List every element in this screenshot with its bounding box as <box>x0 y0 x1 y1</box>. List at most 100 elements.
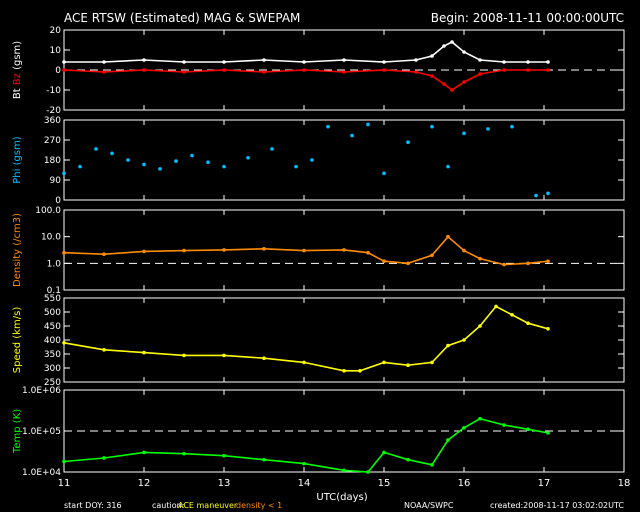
data-point-bz <box>462 80 466 84</box>
data-point-phi <box>62 171 66 176</box>
data-point-phi <box>366 122 370 127</box>
data-point-bt <box>222 60 226 64</box>
data-point-bz <box>478 72 482 76</box>
data-point-temp <box>502 423 506 427</box>
data-point-bt <box>430 54 434 58</box>
y-axis-label: Phi (gsm) <box>12 136 23 184</box>
data-point-speed <box>142 350 146 355</box>
y-tick-label: 0 <box>55 66 61 76</box>
y-tick-label: 400 <box>44 336 61 346</box>
series-line-speed <box>63 305 549 372</box>
y-tick-label: 10 <box>50 46 62 56</box>
y-tick-label: 20 <box>50 26 62 36</box>
series-line-temp <box>63 417 549 473</box>
data-point-bt <box>102 60 106 64</box>
x-tick-label: 13 <box>218 478 231 489</box>
data-point-density <box>102 252 106 257</box>
data-point-phi <box>462 131 466 136</box>
start-doy: start DOY: 316 <box>64 501 122 510</box>
data-point-bt <box>62 60 66 64</box>
data-point-speed <box>546 327 550 331</box>
data-point-temp <box>366 470 370 474</box>
y-axis-label: Density (/cm3) <box>12 213 23 287</box>
data-point-speed <box>302 360 306 365</box>
data-point-phi <box>486 127 490 131</box>
data-point-density <box>406 261 410 266</box>
data-point-phi <box>382 171 386 176</box>
data-point-phi <box>94 147 98 151</box>
y-tick-label: 90 <box>50 176 62 186</box>
data-point-density <box>526 261 530 266</box>
data-point-speed <box>102 348 106 352</box>
plot-title: ACE RTSW (Estimated) MAG & SWEPAM <box>64 11 300 25</box>
data-point-bz <box>102 70 106 74</box>
data-point-bz <box>450 88 454 92</box>
data-point-phi <box>158 167 162 171</box>
data-point-bt <box>502 60 506 64</box>
y-tick-label: -20 <box>46 106 61 116</box>
data-point-phi <box>326 124 330 129</box>
begin-time: Begin: 2008-11-11 00:00:00UTC <box>431 11 624 25</box>
data-point-phi <box>446 164 450 169</box>
x-axis-label: UTC(days) <box>316 492 367 503</box>
data-point-density <box>462 248 466 253</box>
data-point-phi <box>546 191 550 196</box>
data-point-speed <box>62 341 66 345</box>
data-point-speed <box>494 304 498 309</box>
data-point-temp <box>526 427 530 432</box>
data-point-speed <box>342 369 346 373</box>
y-tick-label: 1.0E+06 <box>22 386 61 396</box>
data-point-temp <box>462 425 466 430</box>
y-axis-label: Temp (K) <box>12 409 23 454</box>
data-point-density <box>302 248 306 253</box>
data-point-speed <box>510 313 514 317</box>
y-tick-label: 350 <box>44 350 61 360</box>
y-tick-label: 1.0E+04 <box>22 468 61 478</box>
y-tick-label: 0 <box>55 196 61 206</box>
data-point-bz <box>526 68 530 72</box>
series-line-bt <box>64 41 548 63</box>
data-point-speed <box>382 360 386 365</box>
x-tick-label: 11 <box>58 478 71 489</box>
data-point-phi <box>78 164 82 169</box>
data-point-bt <box>382 60 386 64</box>
y-tick-label: 360 <box>44 116 61 126</box>
data-point-density <box>382 259 386 264</box>
data-point-bz <box>182 70 186 74</box>
y-axis-label: Speed (km/s) <box>12 307 23 374</box>
data-point-bz <box>262 70 266 74</box>
data-point-temp <box>222 453 226 458</box>
data-point-density <box>478 256 482 261</box>
data-point-speed <box>222 353 226 358</box>
data-point-density <box>222 248 226 252</box>
y-tick-label: -10 <box>46 86 61 96</box>
data-point-speed <box>478 324 482 328</box>
caution-label: caution: <box>152 501 184 510</box>
data-point-bz <box>502 68 506 72</box>
data-point-bz <box>430 74 434 78</box>
y-axis-label-part: (gsm) <box>12 41 23 73</box>
y-tick-label: 500 <box>44 308 61 318</box>
data-point-phi <box>510 124 514 129</box>
data-point-bz <box>442 82 446 86</box>
data-point-density <box>142 249 146 254</box>
panel-frame <box>63 209 625 291</box>
data-point-bz <box>142 68 146 72</box>
data-point-bt <box>262 58 266 62</box>
x-tick-label: 12 <box>138 478 151 489</box>
x-tick-label: 16 <box>458 478 471 489</box>
data-point-density <box>446 234 450 239</box>
data-point-bz <box>222 68 226 72</box>
data-point-speed <box>430 360 434 365</box>
created-time: created:2008-11-17 03:02:02UTC <box>490 501 624 510</box>
data-point-bz <box>382 68 386 72</box>
data-point-temp <box>102 456 106 460</box>
data-point-bt <box>462 50 466 54</box>
ace-maneuver-note: ACE maneuver <box>178 501 238 510</box>
data-point-phi <box>406 140 410 145</box>
data-point-phi <box>294 164 298 169</box>
data-point-phi <box>270 147 274 151</box>
y-tick-label: 1.0 <box>47 259 62 269</box>
y-tick-label: 180 <box>44 156 61 166</box>
